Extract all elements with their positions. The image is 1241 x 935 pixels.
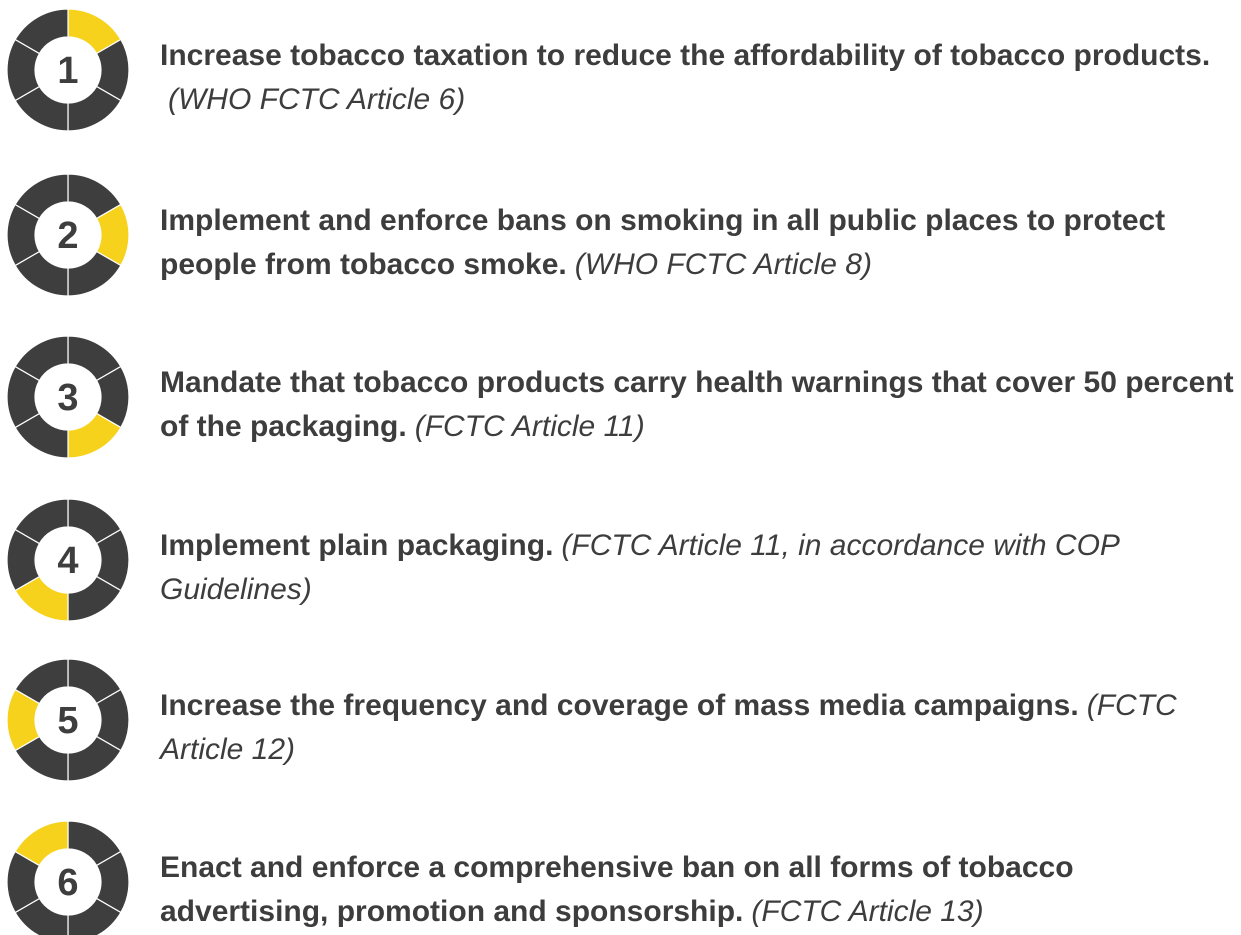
list-item: 2 Implement and enforce bans on smoking i… — [0, 173, 1241, 313]
item-text: Increase the frequency and coverage of m… — [160, 684, 1235, 772]
ring-segment — [67, 897, 122, 935]
ring-segment — [14, 498, 69, 545]
item-statement: Increase the frequency and coverage of m… — [160, 689, 1079, 722]
item-number: 3 — [57, 377, 78, 419]
item-text: Enact and enforce a comprehensive ban on… — [160, 846, 1235, 934]
list-item: 3 Mandate that tobacco products carry hea… — [0, 335, 1241, 475]
item-number: 2 — [57, 215, 78, 257]
item-number: 4 — [57, 540, 78, 582]
item-number: 6 — [57, 862, 78, 904]
ring-segment — [14, 173, 69, 220]
ring-segment — [14, 658, 69, 705]
item-statement: Mandate that tobacco products carry heal… — [160, 366, 1234, 443]
ring-icon: 5 — [6, 658, 130, 782]
item-number: 5 — [57, 700, 78, 742]
item-reference: (FCTC Article 13) — [751, 895, 984, 928]
item-reference: (FCTC Article 12) — [160, 689, 1177, 766]
item-text: Implement and enforce bans on smoking in… — [160, 199, 1235, 287]
ring-icon: 1 — [6, 8, 130, 132]
item-statement: Implement plain packaging. — [160, 529, 554, 562]
list-item: 5 Increase the frequency and coverage of … — [0, 658, 1241, 798]
item-number: 1 — [57, 50, 78, 92]
item-statement: Increase tobacco taxation to reduce the … — [160, 39, 1211, 72]
list-item: 4 Implement plain packaging. (FCTC Article… — [0, 498, 1241, 638]
item-reference: (FCTC Article 11) — [414, 410, 645, 443]
item-statement: Implement and enforce bans on smoking in… — [160, 204, 1166, 281]
ring-segment — [14, 820, 69, 867]
item-text: Implement plain packaging. (FCTC Article … — [160, 524, 1235, 612]
item-reference: (FCTC Article 11, in accordance with COP… — [160, 529, 1119, 606]
ring-icon: 6 — [6, 820, 130, 935]
item-text: Increase tobacco taxation to reduce the … — [160, 34, 1235, 122]
item-reference: (WHO FCTC Article 6) — [168, 83, 466, 116]
item-reference: (WHO FCTC Article 8) — [574, 248, 872, 281]
list-item: 6 Enact and enforce a comprehensive ban o… — [0, 820, 1241, 935]
ring-icon: 2 — [6, 173, 130, 297]
ring-icon: 3 — [6, 335, 130, 459]
item-text: Mandate that tobacco products carry heal… — [160, 361, 1235, 449]
ring-segment — [14, 335, 69, 382]
ring-segment — [14, 8, 69, 55]
item-statement: Enact and enforce a comprehensive ban on… — [160, 851, 1074, 928]
list-item: 1 Increase tobacco taxation to reduce the… — [0, 8, 1241, 148]
ring-icon: 4 — [6, 498, 130, 622]
